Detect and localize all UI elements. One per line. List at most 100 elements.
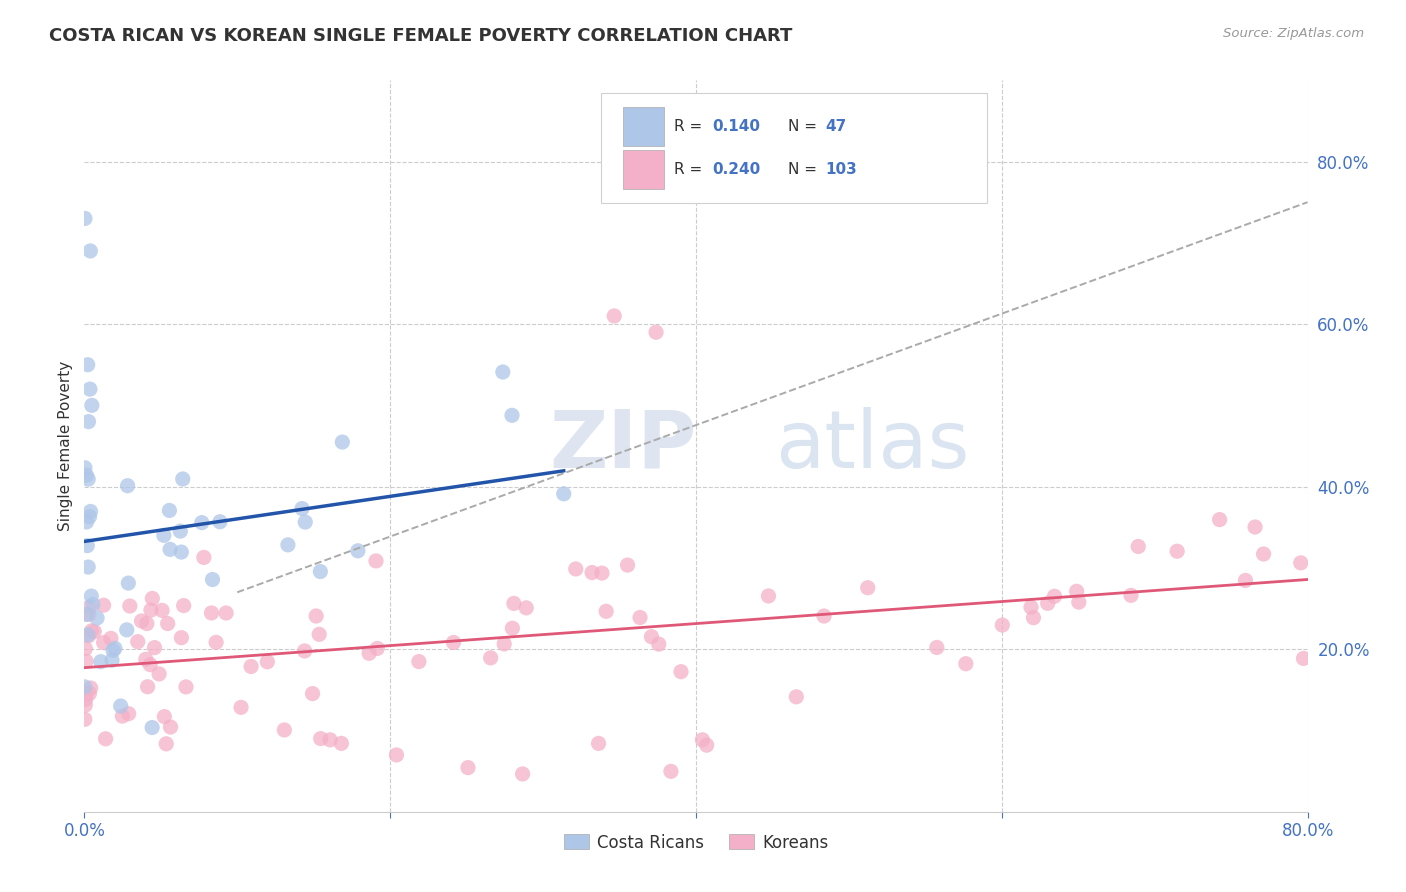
Point: [408, 655, 430, 669]
Point: [1208, 513, 1230, 527]
Point: [174, 680, 197, 694]
Point: [492, 365, 515, 379]
Point: [94, 731, 117, 746]
Point: [494, 637, 516, 651]
Point: [75, 468, 97, 483]
Point: [83, 624, 105, 639]
Point: [515, 600, 537, 615]
Point: [294, 644, 316, 658]
Point: [215, 606, 238, 620]
Point: [156, 616, 179, 631]
Point: [330, 736, 353, 750]
Point: [591, 566, 613, 580]
Point: [79, 686, 101, 700]
Point: [603, 309, 626, 323]
Point: [76, 628, 98, 642]
Point: [75, 654, 97, 668]
Point: [1128, 540, 1150, 554]
Point: [77, 560, 100, 574]
Text: Source: ZipAtlas.com: Source: ZipAtlas.com: [1223, 27, 1364, 40]
Point: [955, 657, 977, 671]
Point: [73, 680, 96, 694]
Point: [148, 667, 170, 681]
Point: [1022, 610, 1045, 624]
Point: [1036, 596, 1059, 610]
Point: [153, 709, 176, 723]
Point: [118, 706, 141, 721]
Text: ZIP: ZIP: [550, 407, 696, 485]
Point: [76, 358, 98, 372]
Point: [139, 603, 162, 617]
Point: [115, 623, 138, 637]
Point: [205, 635, 228, 649]
Point: [117, 479, 139, 493]
Point: [101, 643, 124, 657]
Point: [80, 589, 103, 603]
Point: [90, 655, 112, 669]
Point: [118, 599, 141, 613]
Point: [77, 629, 100, 643]
Point: [256, 655, 278, 669]
Point: [143, 640, 166, 655]
Point: [141, 721, 163, 735]
Point: [1119, 588, 1142, 602]
Point: [79, 244, 101, 258]
Text: COSTA RICAN VS KOREAN SINGLE FEMALE POVERTY CORRELATION CHART: COSTA RICAN VS KOREAN SINGLE FEMALE POVE…: [49, 27, 793, 45]
Point: [79, 504, 101, 518]
Point: [502, 596, 524, 610]
Point: [294, 515, 316, 529]
Point: [79, 509, 101, 524]
Point: [155, 737, 177, 751]
Point: [645, 325, 668, 339]
FancyBboxPatch shape: [623, 150, 664, 189]
Point: [173, 599, 195, 613]
Point: [564, 562, 586, 576]
Point: [273, 723, 295, 737]
Point: [813, 609, 835, 624]
Point: [501, 621, 523, 635]
Point: [1019, 600, 1042, 615]
Point: [139, 657, 162, 672]
Point: [308, 627, 330, 641]
Text: 0.240: 0.240: [711, 162, 761, 177]
Point: [291, 501, 314, 516]
Point: [117, 576, 139, 591]
Point: [170, 545, 193, 559]
Point: [75, 686, 97, 700]
Point: [141, 591, 163, 606]
Point: [104, 641, 127, 656]
Point: [159, 720, 181, 734]
Point: [588, 736, 610, 750]
Point: [101, 653, 124, 667]
Point: [595, 604, 617, 618]
Point: [131, 614, 153, 628]
Point: [191, 516, 214, 530]
Point: [193, 550, 215, 565]
Point: [309, 565, 332, 579]
Point: [1166, 544, 1188, 558]
Point: [208, 515, 231, 529]
Point: [80, 681, 103, 695]
Point: [127, 634, 149, 648]
Point: [110, 698, 132, 713]
Point: [640, 630, 662, 644]
Point: [479, 651, 502, 665]
Point: [1253, 547, 1275, 561]
Point: [1067, 595, 1090, 609]
Point: [111, 709, 134, 723]
Point: [512, 767, 534, 781]
Point: [76, 515, 98, 529]
Point: [169, 524, 191, 538]
Point: [330, 435, 353, 450]
Point: [200, 606, 222, 620]
Point: [659, 764, 682, 779]
FancyBboxPatch shape: [623, 107, 664, 146]
Legend: Costa Ricans, Koreans: Costa Ricans, Koreans: [557, 827, 835, 858]
Point: [77, 472, 100, 486]
Point: [86, 611, 108, 625]
Point: [77, 415, 100, 429]
Point: [319, 732, 342, 747]
Point: [240, 659, 263, 673]
Point: [359, 646, 381, 660]
Point: [157, 503, 180, 517]
